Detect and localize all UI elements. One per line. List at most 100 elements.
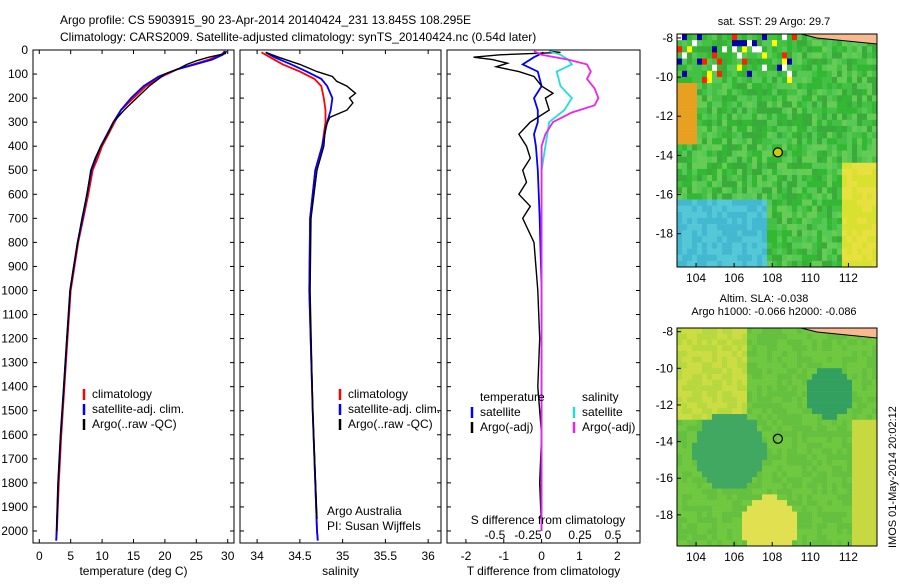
map-cell <box>737 119 743 127</box>
map-cell <box>857 448 863 455</box>
map-cell <box>837 511 843 518</box>
map-cell <box>812 471 818 478</box>
map-cell <box>692 471 698 478</box>
map-cell <box>742 454 748 461</box>
map-cell <box>727 64 733 72</box>
map-cell <box>742 488 748 495</box>
map-cell <box>677 534 683 541</box>
map-cell <box>802 482 808 489</box>
map-cell <box>802 113 808 121</box>
figure-title-line2: Climatology: CARS2009. Satellite-adjuste… <box>60 30 536 44</box>
map-cell <box>762 193 768 200</box>
map-cell <box>872 205 878 213</box>
map-cell <box>772 254 778 262</box>
map-cell <box>752 242 758 249</box>
map-cell <box>847 205 853 213</box>
map-cell <box>772 83 778 90</box>
map-cell <box>867 211 873 219</box>
series-line-s-argo-adj- <box>533 50 600 531</box>
map-cell <box>737 205 743 213</box>
map-cell <box>737 402 743 409</box>
map-cell <box>747 534 753 541</box>
x-tick-label: 2 <box>614 549 621 563</box>
map-cell <box>692 500 698 507</box>
map-cell <box>852 64 858 72</box>
map-cell <box>732 156 738 164</box>
map-cell <box>702 236 708 243</box>
map-cell <box>787 224 793 231</box>
map-cell <box>682 224 688 231</box>
map-cell <box>757 236 763 243</box>
map-cell <box>822 414 828 421</box>
map-cell <box>727 402 733 409</box>
map-cell <box>822 345 828 352</box>
map-cell <box>787 101 793 108</box>
map-cell <box>762 402 768 409</box>
map-cell <box>727 236 733 243</box>
map-cell <box>842 58 848 65</box>
map-cell <box>787 89 793 96</box>
map-cell <box>842 385 848 392</box>
map-cell <box>872 64 878 72</box>
map-cell <box>677 101 683 108</box>
map-cell <box>832 408 838 415</box>
lon-tick-label: 108 <box>762 550 782 564</box>
map-cell <box>847 523 853 530</box>
map-cell <box>682 70 688 78</box>
map-cell <box>807 199 813 206</box>
x-tick-label: 0 <box>36 549 43 563</box>
map-cell <box>767 373 773 380</box>
map-cell <box>732 517 738 524</box>
map-cell <box>867 356 873 363</box>
map-cell <box>827 217 833 225</box>
map-cell <box>802 254 808 262</box>
map-cell <box>727 242 733 249</box>
map-cell <box>827 187 833 194</box>
map-cell <box>762 101 768 108</box>
map-cell <box>757 187 763 194</box>
map-cell <box>697 379 703 386</box>
map-cell <box>862 373 868 380</box>
map-cell <box>837 448 843 455</box>
map-cell <box>827 437 833 444</box>
map-cell <box>747 540 753 547</box>
map-cell <box>847 500 853 507</box>
map-cell <box>702 83 708 90</box>
map-cell <box>677 181 683 188</box>
map-cell <box>732 391 738 398</box>
map-cell <box>752 181 758 188</box>
map-cell <box>757 89 763 96</box>
map-cell <box>837 187 843 194</box>
map-cell <box>787 119 793 127</box>
map-cell <box>697 101 703 108</box>
map-cell <box>752 500 758 507</box>
series-line-argo-raw-qc- <box>55 50 228 532</box>
map-cell <box>702 517 708 524</box>
map-cell <box>697 396 703 403</box>
map-cell <box>852 156 858 164</box>
map-cell <box>777 242 783 249</box>
map-cell <box>832 471 838 478</box>
map-cell <box>852 58 858 65</box>
map-cell <box>742 528 748 535</box>
secondary-tick-label: 0 <box>545 528 552 542</box>
map-cell <box>817 248 823 256</box>
map-cell <box>832 379 838 386</box>
map-cell <box>867 350 873 357</box>
map-cell <box>742 193 748 200</box>
map-cell <box>802 144 808 151</box>
map-cell <box>677 379 683 386</box>
map-cell <box>767 523 773 530</box>
map-cell <box>702 193 708 200</box>
map-cell <box>842 534 848 541</box>
map-cell <box>837 505 843 512</box>
map-cell <box>747 356 753 363</box>
map-cell <box>842 356 848 363</box>
map-cell <box>682 471 688 478</box>
map-cell <box>732 494 738 501</box>
map-cell <box>837 350 843 357</box>
map-cell <box>742 465 748 472</box>
map-cell <box>862 254 868 262</box>
map-cell <box>717 477 723 484</box>
map-cell <box>822 187 828 194</box>
